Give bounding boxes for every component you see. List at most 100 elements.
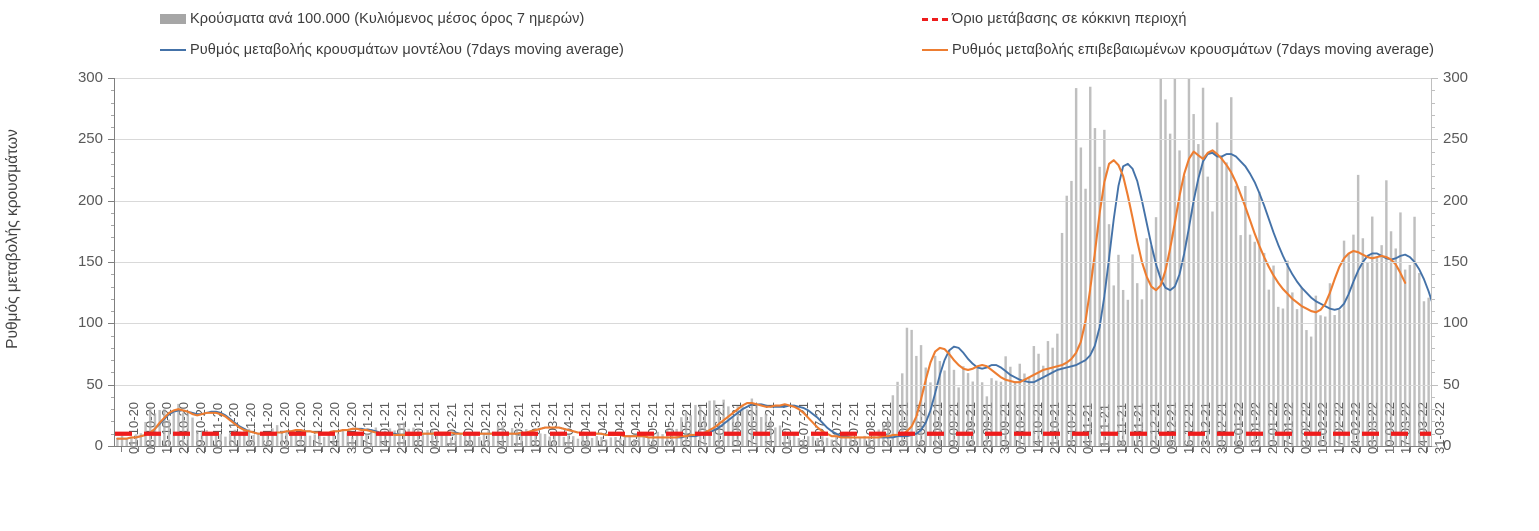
- cases-bar: [1037, 353, 1040, 446]
- x-axis-tick-mark: [924, 446, 926, 452]
- cases-bar: [619, 438, 622, 446]
- cases-bar: [553, 433, 556, 446]
- cases-bar: [290, 431, 293, 446]
- cases-bar: [506, 431, 509, 446]
- x-axis-tick-mark: [1242, 446, 1244, 452]
- x-axis-tick-mark: [1393, 446, 1395, 452]
- cases-bar: [1060, 232, 1064, 446]
- cases-bar: [449, 437, 453, 446]
- cases-bar: [727, 406, 730, 446]
- cases-bar: [1361, 238, 1365, 446]
- cases-bar: [623, 435, 627, 446]
- cases-bar: [304, 432, 307, 446]
- y-axis-title: Ρυθμός μεταβολής κρουσμάτων: [0, 40, 23, 440]
- cases-bar: [821, 436, 824, 446]
- cases-bar: [1418, 273, 1421, 446]
- y-axis-tick-label: 300: [77, 69, 103, 86]
- x-axis-tick-mark: [589, 446, 591, 452]
- cases-bar: [369, 429, 373, 446]
- cases-bar: [755, 404, 758, 446]
- cases-bar: [614, 437, 617, 446]
- cases-bar: [1126, 299, 1130, 446]
- cases-bar: [844, 437, 848, 446]
- y-axis-minor-tick: [111, 237, 115, 239]
- cases-bar: [1262, 252, 1266, 446]
- cases-bar: [1197, 144, 1200, 446]
- y-axis-minor-tick: [111, 347, 115, 349]
- cases-bar: [172, 412, 175, 446]
- x-axis-tick-mark: [1376, 446, 1378, 452]
- cases-bar: [191, 417, 194, 446]
- y-axis-minor-tick: [111, 298, 115, 300]
- cases-bar: [224, 436, 227, 446]
- legend-item-confirmed-rate[interactable]: Ρυθμός μεταβολής επιβεβαιωμένων κρουσμάτ…: [922, 42, 1434, 58]
- cases-bar: [835, 436, 838, 446]
- legend-item-threshold[interactable]: Όριο μετάβασης σε κόκκινη περιοχή: [922, 11, 1187, 27]
- cases-bar: [332, 430, 335, 446]
- y-axis-minor-tick: [1431, 360, 1435, 362]
- x-axis-tick-mark: [1025, 446, 1027, 452]
- x-axis-tick-mark: [1359, 446, 1361, 452]
- x-axis-tick-mark: [1008, 446, 1010, 452]
- x-axis-tick-mark: [690, 446, 692, 452]
- cases-bar: [177, 403, 180, 446]
- cases-bar: [637, 437, 641, 446]
- cases-bar: [1291, 292, 1294, 446]
- y-axis-tick-label: 250: [77, 130, 103, 148]
- cases-bar: [454, 434, 457, 446]
- cases-bar: [1248, 234, 1252, 446]
- cases-bar: [1408, 264, 1412, 446]
- cases-bar: [275, 425, 279, 446]
- x-axis-tick-mark: [221, 446, 223, 452]
- cases-bar: [1004, 356, 1007, 446]
- cases-bar: [1300, 287, 1303, 446]
- x-axis-tick-mark: [204, 446, 206, 452]
- cases-bar: [116, 437, 119, 446]
- x-axis-tick-label: 31-03-22: [1431, 401, 1447, 454]
- cases-bar: [1272, 265, 1275, 446]
- x-axis-tick-mark: [1175, 446, 1177, 452]
- cases-bar: [219, 433, 222, 446]
- legend-item-model-rate[interactable]: Ρυθμός μεταβολής κρουσμάτων μοντέλου (7d…: [160, 42, 624, 58]
- y-axis-minor-tick: [1431, 311, 1435, 313]
- cases-bar: [802, 439, 805, 446]
- cases-bar: [346, 432, 349, 446]
- cases-bar: [694, 404, 697, 446]
- gridline: [115, 78, 1431, 79]
- y-axis-minor-tick: [1431, 151, 1435, 153]
- legend-item-cases-bars[interactable]: Κρούσματα ανά 100.000 (Κυλιόμενος μέσος …: [160, 11, 584, 27]
- y-axis-minor-tick: [1431, 237, 1435, 239]
- cases-bar: [529, 430, 533, 446]
- x-axis-tick-mark: [338, 446, 340, 452]
- cases-bar: [1027, 376, 1031, 446]
- cases-bar: [1112, 285, 1115, 446]
- cases-bar: [792, 435, 796, 446]
- cases-bar: [1065, 195, 1068, 446]
- x-axis-tick-mark: [757, 446, 759, 452]
- cases-bar: [158, 409, 161, 446]
- cases-bar: [680, 417, 683, 446]
- x-axis-tick-mark: [1226, 446, 1228, 452]
- x-axis-tick-mark: [539, 446, 541, 452]
- cases-bar: [257, 433, 260, 446]
- cases-bar: [863, 435, 866, 446]
- cases-bar: [633, 439, 636, 446]
- cases-bar: [1018, 363, 1021, 446]
- cases-bar: [120, 435, 124, 446]
- cases-bar: [1253, 241, 1256, 446]
- cases-bar: [252, 435, 255, 446]
- cases-bar: [886, 419, 890, 446]
- cases-bar: [1305, 330, 1308, 446]
- y-axis-left-line: [114, 78, 115, 446]
- cases-bar: [1371, 216, 1374, 446]
- cases-bar: [966, 373, 970, 446]
- cases-bar: [698, 406, 702, 446]
- cases-bar: [421, 433, 425, 446]
- y-axis-minor-tick: [111, 286, 115, 288]
- cases-bar: [849, 435, 852, 446]
- cases-bar: [1013, 381, 1017, 446]
- cases-bar: [496, 425, 500, 446]
- cases-bar: [445, 434, 448, 446]
- x-axis-tick-mark: [355, 446, 357, 452]
- x-axis-tick-mark: [573, 446, 575, 452]
